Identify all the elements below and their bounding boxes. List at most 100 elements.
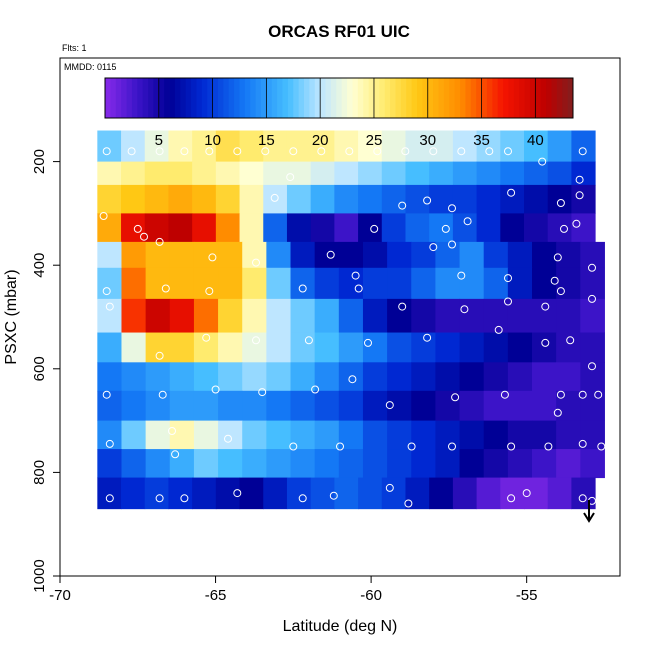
x-tick-label: -70 [49, 587, 71, 604]
data-marker [398, 302, 407, 311]
heatmap-cell [286, 184, 312, 214]
heatmap-cell [387, 449, 412, 479]
heatmap-cell [144, 161, 169, 186]
heatmap-cell [556, 390, 581, 422]
heatmap-cell [286, 213, 312, 243]
data-marker [401, 147, 410, 156]
data-marker [441, 224, 450, 233]
data-marker [556, 199, 565, 207]
heatmap-cell [144, 130, 169, 163]
data-marker [556, 390, 565, 399]
heatmap-cell [483, 332, 509, 363]
data-marker [507, 188, 516, 197]
heatmap-cell [435, 420, 461, 450]
heatmap-cell [459, 420, 485, 450]
data-marker [155, 147, 164, 156]
colorbar-swatch [266, 78, 273, 118]
heatmap-cell [193, 241, 219, 269]
heatmap-cell [145, 267, 171, 300]
data-marker [578, 494, 587, 503]
arrow-down-icon [583, 500, 595, 523]
data-marker [373, 147, 382, 156]
colorbar-swatch [223, 78, 230, 118]
heatmap-cell [387, 362, 412, 392]
heatmap-cell [338, 420, 364, 450]
heatmap-cell [387, 420, 412, 450]
heatmap-cell [507, 390, 533, 422]
colorbar-swatch [454, 78, 461, 118]
heatmap-cell [500, 161, 525, 186]
data-marker [224, 434, 232, 443]
colorbar-swatch [309, 78, 316, 118]
data-marker [457, 147, 466, 156]
heatmap-cell [338, 267, 364, 300]
heatmap-cell [193, 362, 219, 392]
colorbar-swatch [411, 78, 418, 118]
data-marker [208, 253, 217, 262]
data-marker [544, 442, 553, 451]
heatmap-cell [483, 362, 509, 392]
heatmap-cell [310, 161, 335, 186]
heatmap-cell [358, 161, 383, 186]
heatmap-cell [290, 298, 316, 334]
heatmap-cell [218, 390, 243, 422]
data-marker [105, 494, 114, 503]
data-marker [270, 193, 279, 202]
colorbar-swatch [443, 78, 450, 118]
heatmap-cell [314, 332, 340, 363]
heatmap-cell [192, 161, 217, 186]
heatmap-cell [121, 241, 147, 269]
heatmap-cell [239, 184, 264, 214]
heatmap-cell [452, 184, 478, 214]
x-axis-label: Latitude (deg N) [283, 618, 398, 635]
data-marker [522, 489, 531, 498]
heatmap-cell [121, 267, 147, 300]
colorbar-swatch [164, 78, 170, 118]
colorbar-swatch [460, 78, 466, 118]
data-marker [597, 442, 606, 451]
data-marker [168, 427, 176, 435]
heatmap-cell [435, 267, 461, 300]
heatmap-cell [218, 241, 243, 269]
heatmap-cell [193, 420, 219, 450]
heatmap-cell [290, 420, 316, 450]
heatmap-cell [580, 298, 605, 334]
heatmap-cell [169, 390, 195, 422]
colorbar-swatch [110, 78, 117, 118]
data-marker [336, 442, 344, 451]
y-tick-label: 600 [31, 356, 48, 381]
heatmap-cell [532, 420, 557, 450]
heatmap-cell [580, 362, 605, 392]
heatmap-cell [524, 184, 549, 214]
data-marker [155, 237, 164, 246]
data-marker [286, 173, 295, 182]
heatmap-cell [314, 449, 340, 479]
heatmap-cell [263, 161, 288, 186]
colorbar-swatch [228, 78, 235, 118]
heatmap-cell [242, 362, 267, 392]
y-tick-label: 400 [31, 253, 48, 278]
colorbar-swatch [293, 78, 300, 118]
colorbar-tick-label: 40 [527, 132, 544, 149]
colorbar-swatch [524, 78, 531, 118]
heatmap-cell [387, 390, 412, 422]
heatmap-cell [532, 362, 557, 392]
heatmap-cell [97, 184, 122, 214]
data-marker [578, 439, 587, 448]
data-marker [99, 212, 108, 220]
data-marker [541, 338, 550, 347]
heatmap-cell [266, 420, 292, 450]
heatmap-cell [411, 298, 436, 334]
heatmap-cell [215, 477, 241, 510]
heatmap-cell [411, 267, 436, 300]
heatmap-cell [97, 420, 122, 450]
x-tick-label: -55 [516, 587, 538, 604]
heatmap-cell [459, 390, 485, 422]
heatmap-cell [144, 477, 169, 510]
heatmap-cell [263, 130, 288, 163]
heatmap-cell [435, 362, 461, 392]
data-marker [289, 442, 298, 451]
heatmap-cell [215, 184, 241, 214]
heatmap-cell [121, 420, 147, 450]
data-marker [258, 388, 267, 397]
